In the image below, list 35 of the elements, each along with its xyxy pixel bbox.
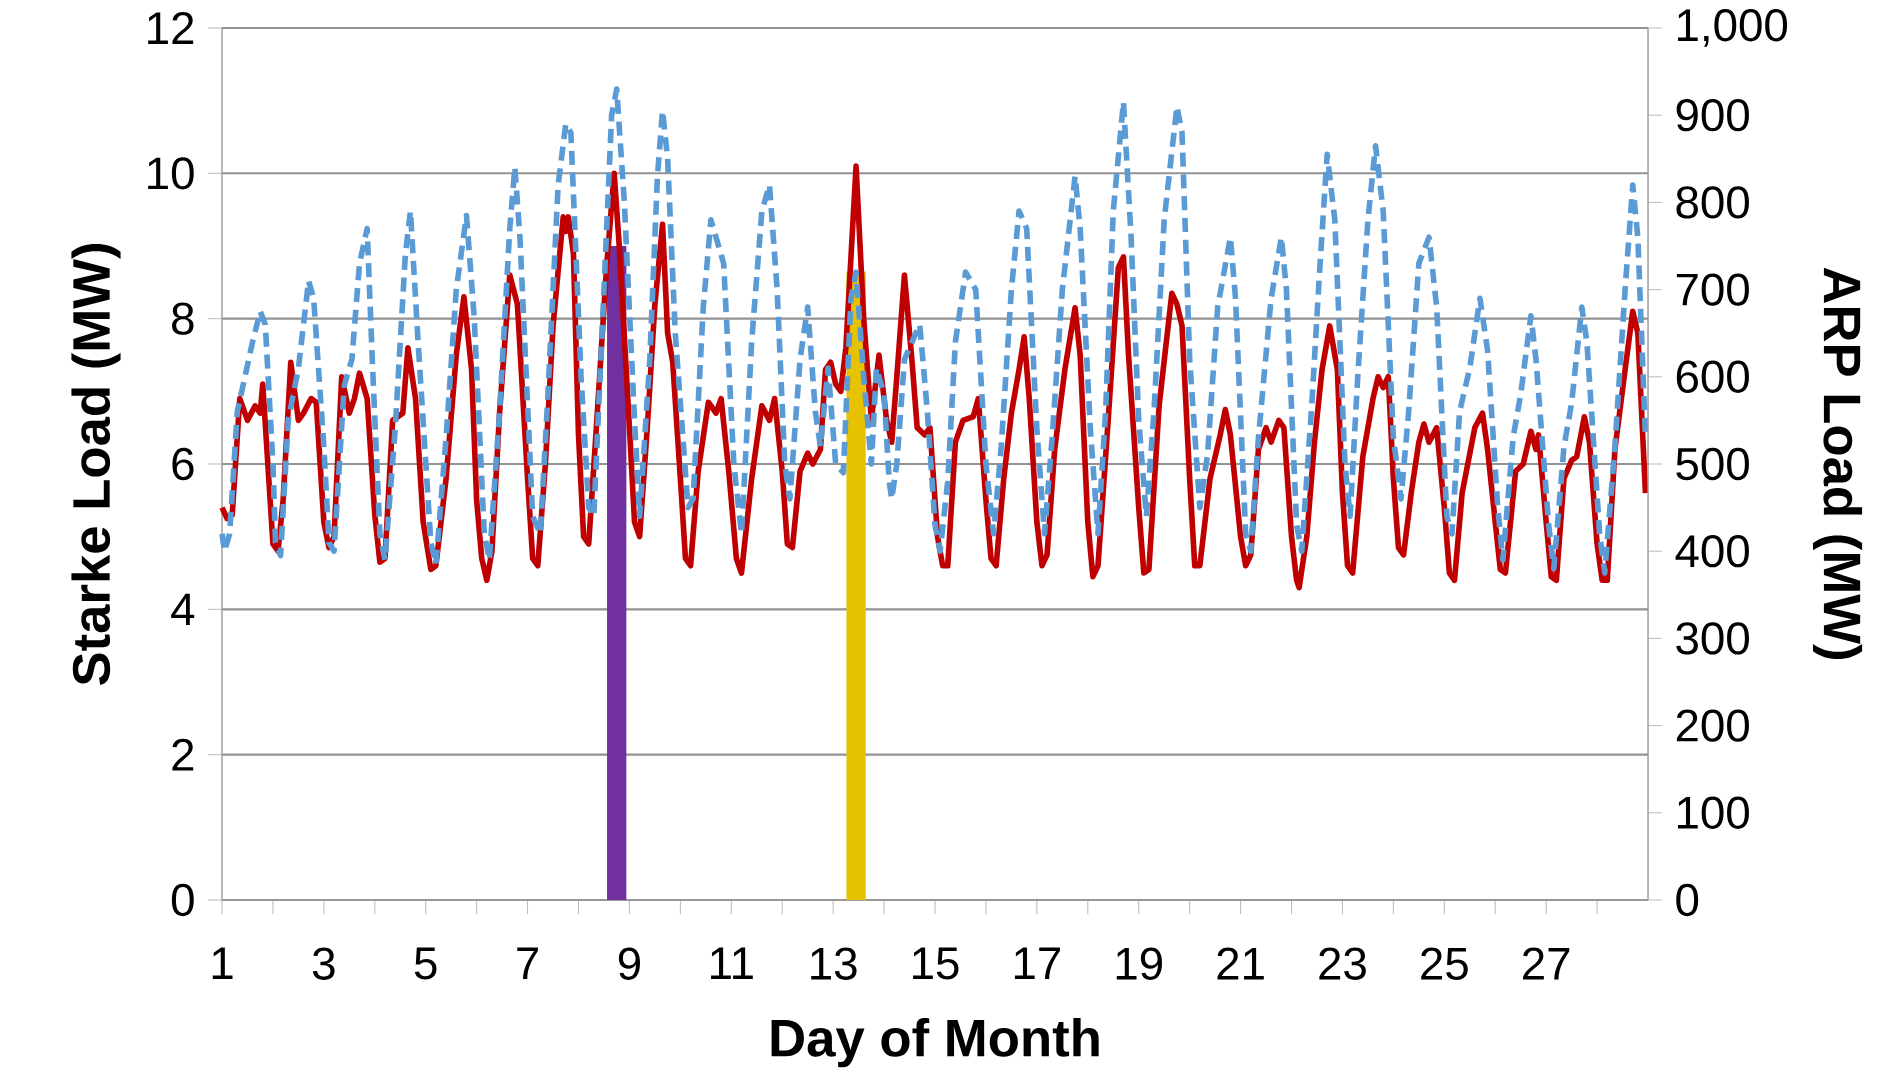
y2-axis-title: ARP Load (MW)	[1812, 267, 1863, 659]
y-tick-label: 10	[148, 157, 194, 190]
y2-tick-label: 800	[1676, 186, 1749, 219]
y-tick-label: 6	[172, 447, 194, 481]
y2-tick-label: 0	[1676, 883, 1699, 917]
y2-tick-label: 700	[1676, 273, 1749, 306]
y2-tick-label: 400	[1675, 535, 1749, 568]
y-tick-label: 8	[172, 302, 194, 335]
x-tick-label: 3	[312, 947, 335, 980]
x-tick-label: 27	[1523, 947, 1570, 980]
y-tick-label: 4	[171, 593, 195, 626]
y-axis-title: Starke Load (MW)	[71, 244, 121, 686]
y-tick-label: 0	[171, 883, 194, 917]
x-tick-label: 21	[1217, 947, 1264, 980]
y2-tick-label: 500	[1676, 447, 1749, 481]
x-tick-label: 11	[711, 947, 753, 979]
y2-tick-label: 100	[1677, 796, 1749, 829]
x-tick-label: 13	[811, 947, 857, 980]
x-tick-label: 23	[1319, 947, 1366, 980]
y2-tick-label: 300	[1676, 622, 1749, 655]
y2-tick-label: 200	[1676, 709, 1749, 742]
x-tick-label: 19	[1116, 947, 1162, 980]
y2-tick-label: 600	[1676, 360, 1749, 393]
y2-tick-label: 1,000	[1677, 9, 1788, 47]
x-axis-title: Day of Month	[771, 1018, 1099, 1068]
x-tick-label: 25	[1421, 947, 1468, 980]
x-tick-label: 5	[414, 947, 437, 980]
x-tick-label: 15	[913, 947, 959, 980]
y-tick-label: 12	[148, 12, 194, 44]
x-tick-label: 1	[212, 947, 233, 979]
x-tick-label: 9	[618, 947, 640, 980]
y-tick-label: 2	[172, 738, 194, 771]
x-tick-label: 7	[517, 947, 538, 979]
x-tick-label: 17	[1014, 947, 1060, 979]
y2-tick-label: 900	[1676, 99, 1749, 132]
